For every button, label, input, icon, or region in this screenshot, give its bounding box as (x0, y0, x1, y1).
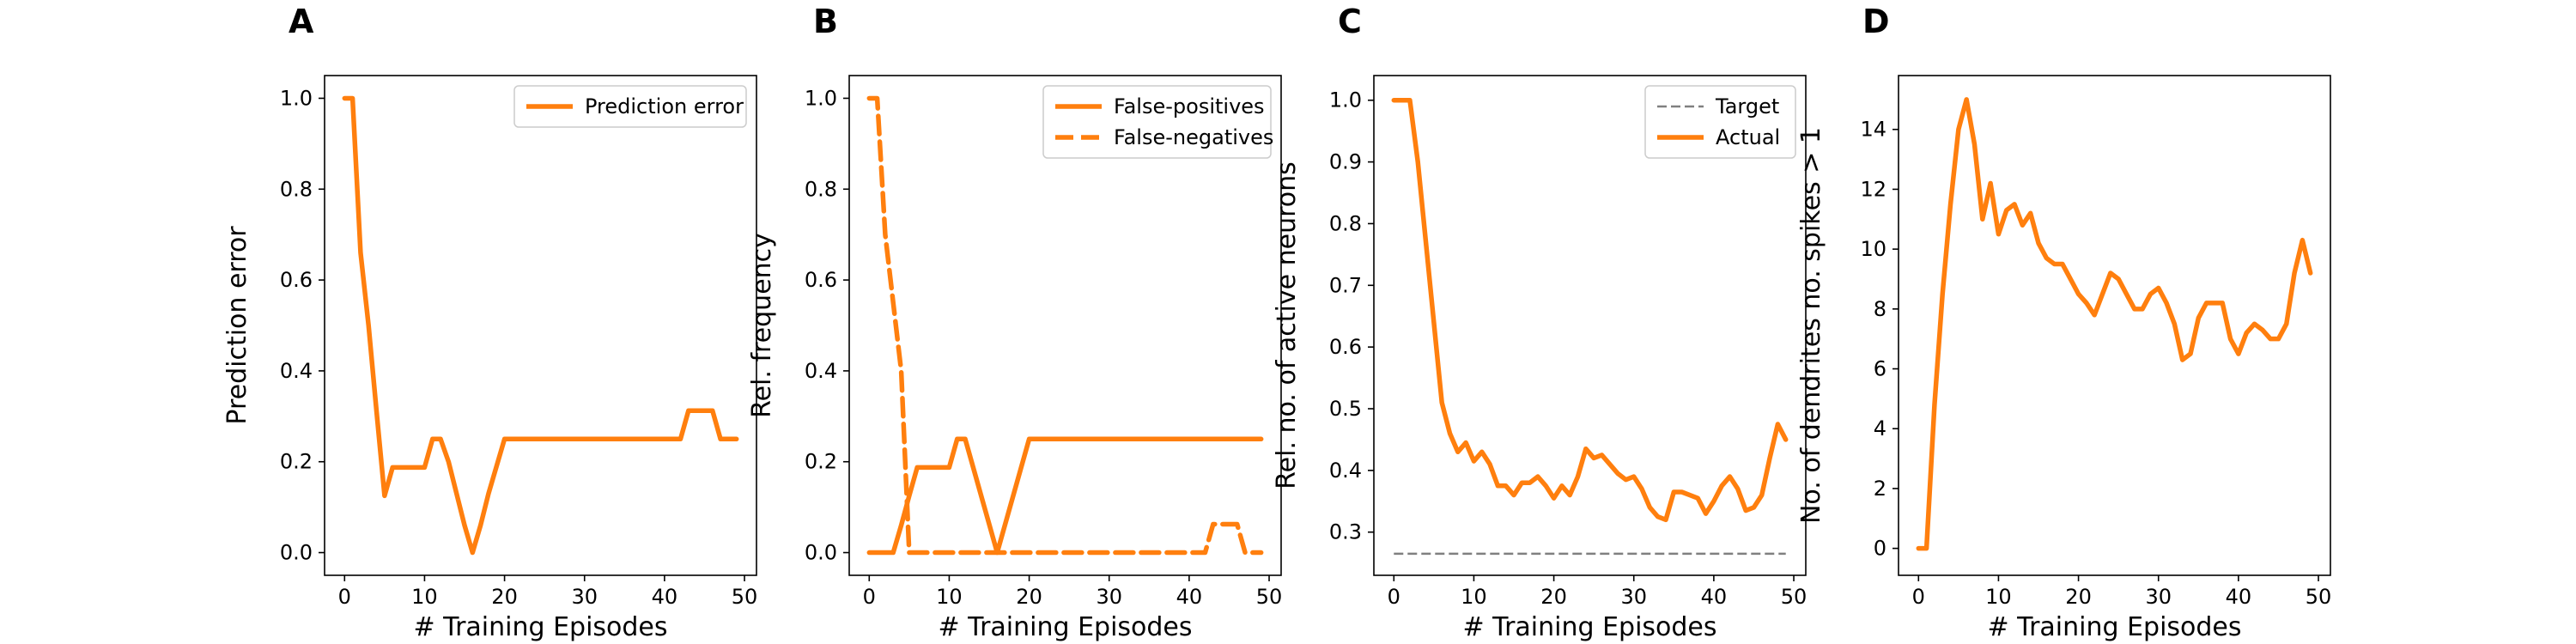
x-tick-label: 30 (2145, 585, 2172, 609)
y-tick-label: 0.0 (280, 541, 313, 565)
x-tick-label: 20 (1540, 585, 1567, 609)
y-tick-label: 12 (1860, 177, 1886, 201)
y-tick-label: 0.2 (280, 450, 313, 474)
plot-area (342, 95, 739, 556)
x-tick-label: 40 (652, 585, 678, 609)
plot-area (866, 95, 1264, 556)
x-tick-label: 20 (1016, 585, 1042, 609)
x-tick-label: 40 (1701, 585, 1728, 609)
y-tick-label: 0.5 (1329, 397, 1362, 421)
axes-frame (848, 75, 1282, 576)
y-axis-label: No. of dendrites no. spikes > 1 (1796, 127, 1826, 524)
x-tick-label: 30 (571, 585, 598, 609)
y-tick-label: 0.6 (280, 268, 313, 292)
legend-label-actual: Actual (1716, 125, 1780, 149)
panel-letter-d: D (1862, 3, 1890, 40)
axes-frame (1373, 75, 1807, 576)
panel-a: A 0 10 20 30 40 50 0.0 0.2 0.4 0.6 0.8 1.0 # Trainin… (222, 3, 757, 642)
x-tick-label: 40 (1176, 585, 1203, 609)
y-tick-label: 0.4 (1329, 459, 1362, 483)
legend-box (513, 85, 747, 128)
x-tick-label: 0 (1912, 585, 1925, 609)
legend-label-prediction-error: Prediction error (585, 94, 744, 118)
y-tick-label: 10 (1860, 237, 1886, 261)
panel-letter-a: A (289, 3, 314, 40)
y-tick-label: 0.8 (280, 177, 313, 201)
x-tick-label: 50 (2306, 585, 2332, 609)
y-tick-label: 0 (1874, 537, 1886, 561)
series-line-false-negatives (866, 95, 1264, 556)
panel-letter-c: C (1338, 3, 1362, 40)
y-tick-label: 6 (1874, 357, 1886, 381)
x-tick-label: 10 (411, 585, 438, 609)
x-tick-label: 30 (1096, 585, 1122, 609)
x-axis-label: # Training Episodes (1462, 612, 1716, 642)
x-axis-label: # Training Episodes (413, 612, 667, 642)
x-tick-label: 10 (936, 585, 963, 609)
x-axis-label: # Training Episodes (1987, 612, 2241, 642)
y-axis-label: Rel. frequency (747, 233, 777, 418)
y-tick-label: 0.9 (1329, 150, 1362, 174)
y-axis-label: Rel. no. of active neurons (1272, 161, 1302, 489)
x-tick-label: 50 (1781, 585, 1807, 609)
panel-b: B 0 10 20 30 40 50 0.0 0.2 0.4 0.6 0.8 1.0 # Trainin… (747, 3, 1282, 642)
x-tick-label: 50 (1256, 585, 1283, 609)
plot-area (1916, 97, 2313, 551)
y-tick-label: 0.6 (805, 268, 837, 292)
series-line-actual (1391, 97, 1789, 523)
legend-label-false-negatives: False-negatives (1114, 125, 1273, 149)
x-axis-label: # Training Episodes (938, 612, 1192, 642)
plot-area (1391, 97, 1789, 556)
x-tick-label: 20 (491, 585, 518, 609)
x-tick-label: 20 (2065, 585, 2092, 609)
x-tick-label: 10 (1985, 585, 2012, 609)
axes-frame (324, 75, 757, 576)
y-tick-label: 0.2 (805, 450, 837, 474)
legend: False-positives False-negatives (1042, 85, 1273, 159)
y-tick-label: 4 (1874, 416, 1886, 440)
y-tick-label: 0.8 (1329, 211, 1362, 235)
y-tick-label: 1.0 (1329, 88, 1362, 112)
panel-letter-b: B (813, 3, 838, 40)
y-tick-label: 0.4 (805, 359, 837, 383)
legend-label-target: Target (1715, 94, 1779, 118)
legend-box (1644, 85, 1796, 159)
y-tick-label: 8 (1874, 297, 1886, 321)
series-line-series-0 (1916, 97, 2313, 551)
x-tick-label: 40 (2226, 585, 2252, 609)
y-tick-label: 0.7 (1329, 273, 1362, 297)
y-tick-label: 0.0 (805, 541, 837, 565)
legend-box (1042, 85, 1272, 159)
axes-frame (1898, 75, 2331, 576)
y-tick-label: 14 (1860, 118, 1886, 142)
panel-c: C 0 10 20 30 40 50 0.3 0.4 0.5 0.6 0.7 0.8 0.9 1.0 # T… (1272, 3, 1807, 642)
y-tick-label: 0.4 (280, 359, 313, 383)
x-tick-label: 0 (1388, 585, 1400, 609)
y-axis-label: Prediction error (222, 226, 252, 425)
legend: Prediction error (513, 85, 747, 128)
y-tick-label: 1.0 (805, 86, 837, 110)
y-tick-label: 0.6 (1329, 335, 1362, 359)
x-tick-label: 0 (863, 585, 876, 609)
x-tick-label: 30 (1620, 585, 1647, 609)
legend-label-false-positives: False-positives (1114, 94, 1265, 118)
series-line-false-positives (866, 436, 1264, 556)
x-tick-label: 10 (1461, 585, 1487, 609)
series-line-prediction-error (342, 95, 739, 556)
x-tick-label: 50 (732, 585, 758, 609)
y-tick-label: 0.8 (805, 177, 837, 201)
legend: Target Actual (1644, 85, 1796, 159)
y-tick-label: 1.0 (280, 86, 313, 110)
y-tick-label: 0.3 (1329, 520, 1362, 544)
y-tick-label: 2 (1874, 477, 1886, 501)
x-tick-label: 0 (338, 585, 351, 609)
panel-d: D 0 10 20 30 40 50 0 2 4 6 8 10 12 14 # Training Episo… (1796, 3, 2331, 642)
